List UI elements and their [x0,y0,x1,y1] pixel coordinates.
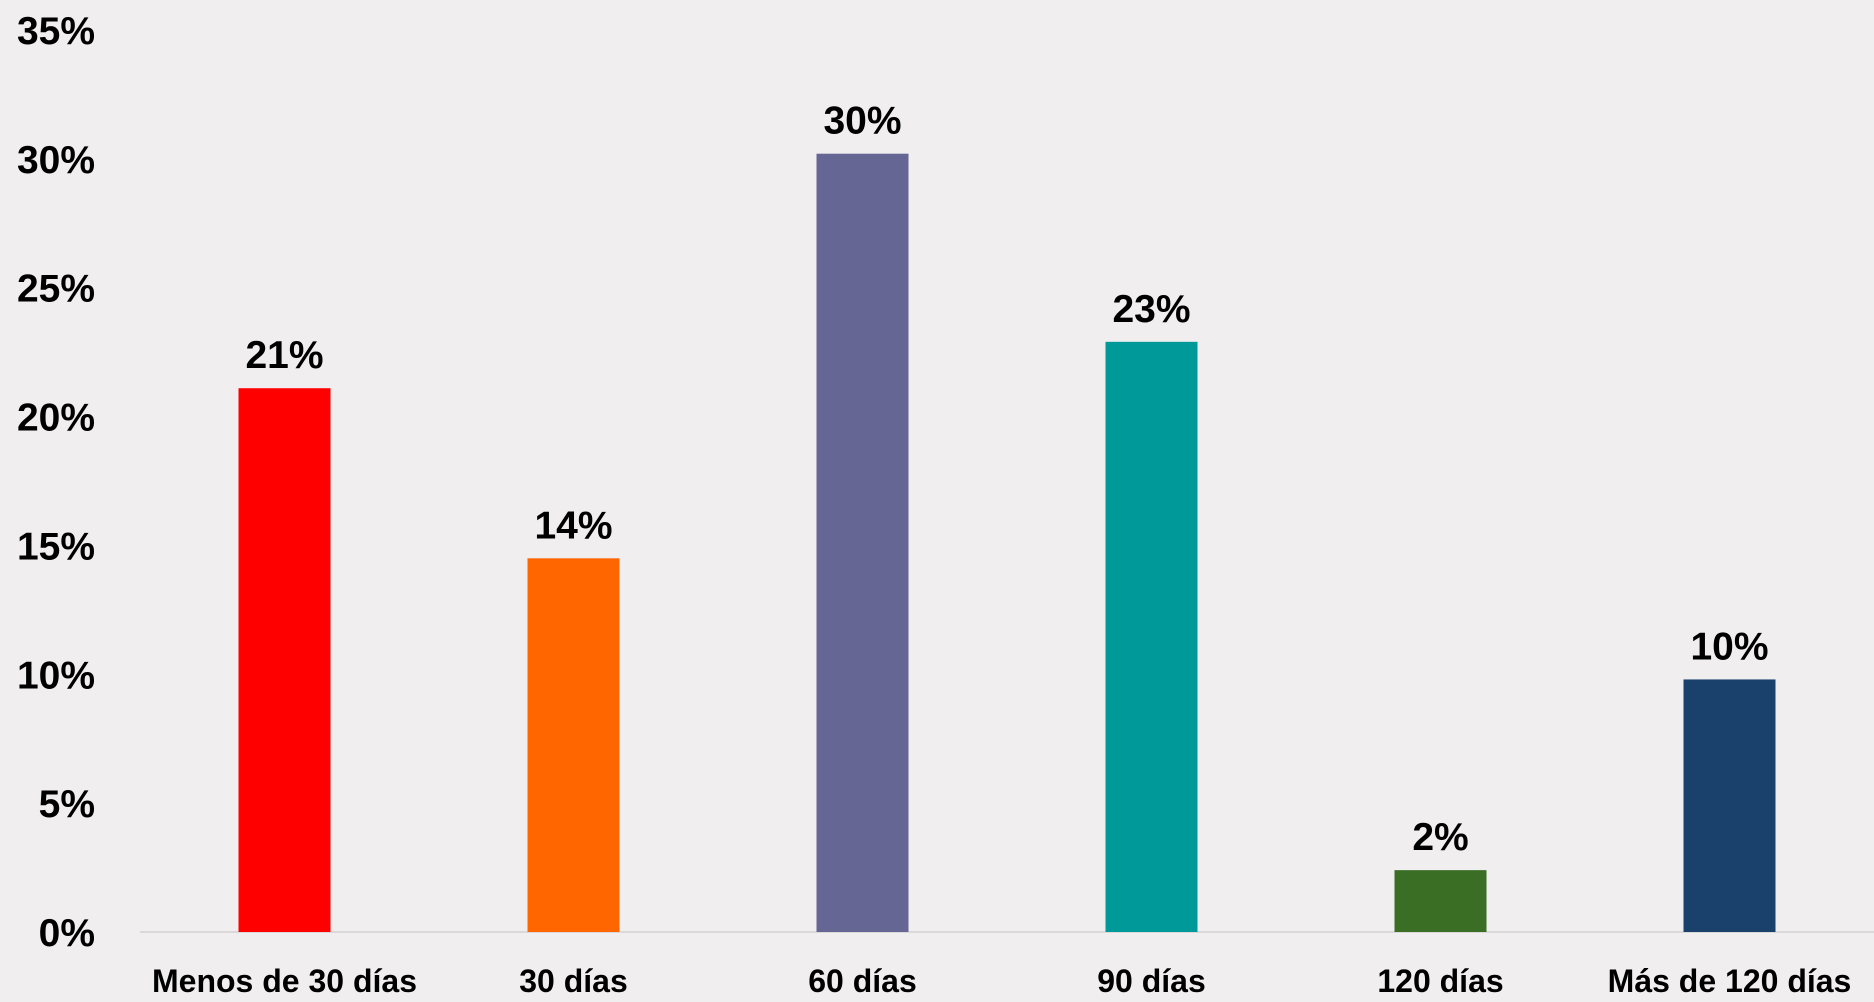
bar [1394,870,1487,932]
y-tick-label: 25% [17,268,95,311]
y-tick-label: 20% [17,397,95,440]
bar-value-label: 10% [1690,625,1768,668]
bar [1683,679,1776,932]
bar-value-label: 2% [1412,816,1468,859]
bar [816,153,909,932]
x-category-label: 30 días [519,963,628,997]
bar-value-label: 30% [823,100,901,143]
bar-value-label: 14% [534,504,612,547]
y-tick-label: 15% [17,525,95,568]
y-tick-label: 35% [17,10,95,53]
x-category-label: 90 días [1097,963,1206,997]
bar-value-labels: 21% 14% 30% 23% 2% 10% [245,100,1768,859]
y-tick-label: 0% [39,912,95,955]
bars [238,153,1776,932]
x-category-label: 60 días [808,963,917,997]
x-category-label: Más de 120 días [1608,963,1852,997]
y-tick-label: 5% [39,783,95,826]
x-category-label: Menos de 30 días [152,963,417,997]
bar-value-label: 21% [245,334,323,377]
bar [1105,341,1198,932]
y-axis-tick-labels: 0% 5% 10% 15% 20% 25% 30% 35% [17,10,95,955]
y-tick-label: 10% [17,654,95,697]
bar-value-label: 23% [1112,288,1190,331]
x-axis-category-labels: Menos de 30 días 30 días 60 días 90 días 120… [152,963,1852,999]
bar [238,388,331,932]
bar [527,558,620,932]
y-tick-label: 30% [17,139,95,182]
x-category-label: 120 días [1377,963,1503,997]
